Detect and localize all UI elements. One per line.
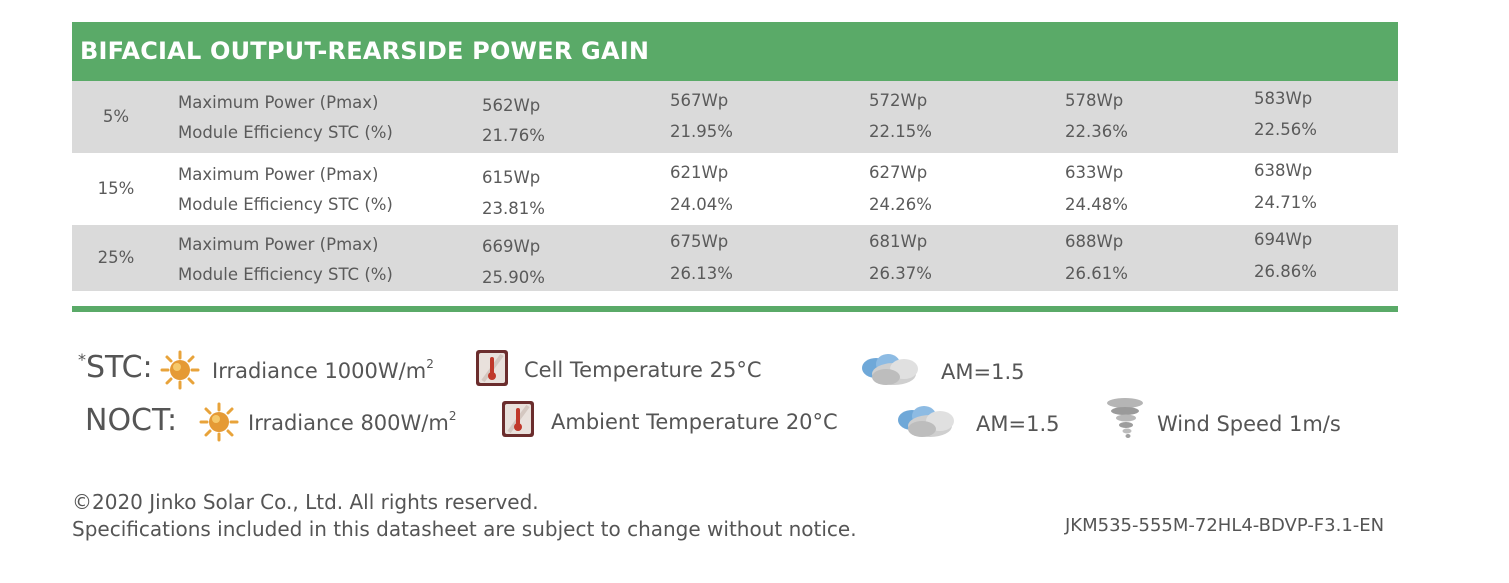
- efficiency-value: 26.37%: [869, 264, 932, 283]
- noct-wind-speed: Wind Speed 1m/s: [1157, 412, 1341, 436]
- cloud-icon: [898, 406, 954, 437]
- power-value: 681Wp: [869, 232, 928, 251]
- thermometer-icon: [474, 348, 510, 388]
- efficiency-value: 23.81%: [482, 199, 545, 218]
- thermometer-icon: [500, 399, 536, 439]
- power-value: 688Wp: [1065, 232, 1124, 251]
- efficiency-label: Module Efficiency STC (%): [178, 265, 393, 284]
- power-value: 627Wp: [869, 163, 928, 182]
- efficiency-label: Module Efficiency STC (%): [178, 123, 393, 142]
- efficiency-value: 24.48%: [1065, 195, 1128, 214]
- efficiency-value: 24.26%: [869, 195, 932, 214]
- efficiency-value: 26.86%: [1254, 262, 1317, 281]
- gain-cell: 25%: [97, 248, 135, 267]
- stc-irradiance: Irradiance 1000W/m2: [212, 357, 434, 383]
- table-title: BIFACIAL OUTPUT-REARSIDE POWER GAIN: [72, 22, 1398, 81]
- sun-icon: [199, 402, 239, 442]
- power-value: 669Wp: [482, 237, 541, 256]
- bifacial-gain-table: BIFACIAL OUTPUT-REARSIDE POWER GAIN 5% M…: [72, 22, 1398, 291]
- power-value: 675Wp: [670, 232, 729, 251]
- power-value: 578Wp: [1065, 91, 1124, 110]
- efficiency-value: 26.13%: [670, 264, 733, 283]
- power-label: Maximum Power (Pmax): [178, 235, 379, 254]
- gain-cell: 15%: [97, 179, 135, 198]
- efficiency-value: 21.95%: [670, 122, 733, 141]
- power-value: 562Wp: [482, 96, 541, 115]
- tornado-icon: [1107, 398, 1143, 438]
- power-value: 583Wp: [1254, 89, 1313, 108]
- power-value: 567Wp: [670, 91, 729, 110]
- stc-temperature: Cell Temperature 25°C: [524, 358, 762, 382]
- power-value: 621Wp: [670, 163, 729, 182]
- copyright-text: ©2020 Jinko Solar Co., Ltd. All rights r…: [72, 490, 539, 514]
- cloud-icon: [862, 354, 918, 385]
- efficiency-label: Module Efficiency STC (%): [178, 195, 393, 214]
- efficiency-value: 26.61%: [1065, 264, 1128, 283]
- efficiency-value: 22.56%: [1254, 120, 1317, 139]
- efficiency-value: 25.90%: [482, 268, 545, 287]
- efficiency-value: 22.15%: [869, 122, 932, 141]
- efficiency-value: 22.36%: [1065, 122, 1128, 141]
- table-row: 15% Maximum Power (Pmax) Module Efficien…: [72, 153, 1398, 225]
- power-label: Maximum Power (Pmax): [178, 93, 379, 112]
- stc-am: AM=1.5: [941, 360, 1025, 384]
- noct-label: NOCT:: [85, 403, 178, 438]
- power-value: 615Wp: [482, 168, 541, 187]
- power-value: 633Wp: [1065, 163, 1124, 182]
- power-value: 572Wp: [869, 91, 928, 110]
- noct-am: AM=1.5: [976, 412, 1060, 436]
- efficiency-value: 21.76%: [482, 126, 545, 145]
- power-value: 694Wp: [1254, 230, 1313, 249]
- efficiency-value: 24.71%: [1254, 193, 1317, 212]
- gain-cell: 5%: [102, 107, 130, 126]
- change-notice-text: Specifications included in this datashee…: [72, 517, 857, 541]
- noct-irradiance: Irradiance 800W/m2: [248, 409, 457, 435]
- efficiency-value: 24.04%: [670, 195, 733, 214]
- stc-label: *STC:: [78, 350, 153, 385]
- table-bottom-rule: [72, 306, 1398, 312]
- table-row: 5% Maximum Power (Pmax) Module Efficienc…: [72, 81, 1398, 153]
- document-code: JKM535-555M-72HL4-BDVP-F3.1-EN: [1065, 515, 1385, 536]
- power-value: 638Wp: [1254, 161, 1313, 180]
- noct-temperature: Ambient Temperature 20°C: [551, 410, 838, 434]
- table-row: 25% Maximum Power (Pmax) Module Efficien…: [72, 225, 1398, 291]
- sun-icon: [160, 350, 200, 390]
- power-label: Maximum Power (Pmax): [178, 165, 379, 184]
